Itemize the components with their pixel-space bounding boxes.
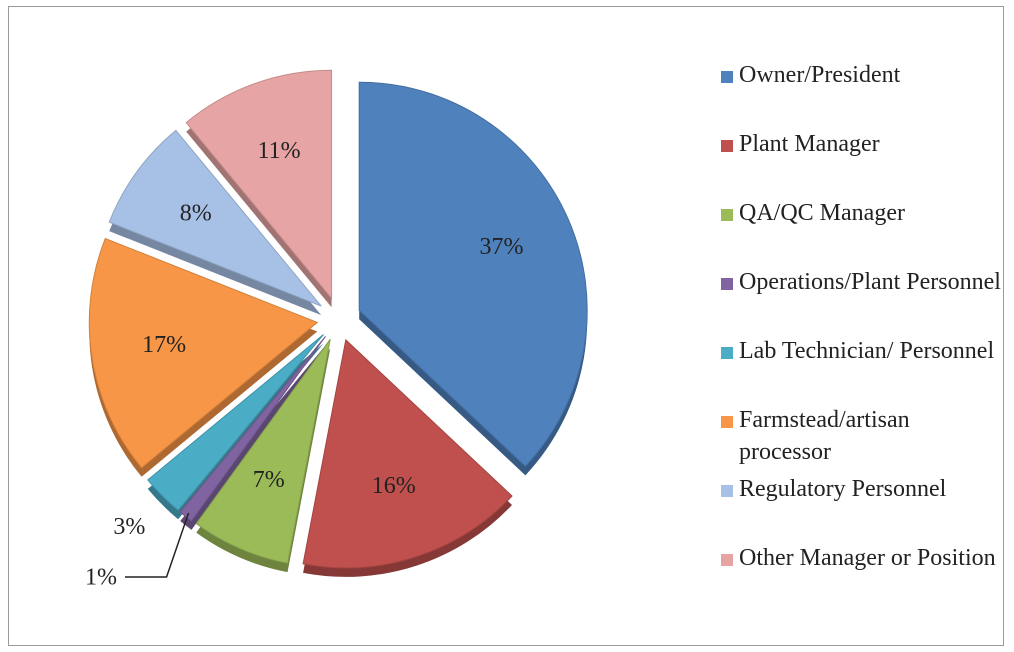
data-label: 1% bbox=[85, 565, 117, 591]
legend-swatch bbox=[721, 278, 733, 290]
legend-item: Plant Manager bbox=[715, 128, 1005, 197]
leader-line bbox=[125, 512, 190, 578]
legend-swatch bbox=[721, 416, 733, 428]
data-label: 3% bbox=[113, 514, 145, 540]
legend-item: Lab Technician/ Personnel bbox=[715, 335, 1005, 404]
legend-swatch bbox=[721, 209, 733, 221]
legend-label: Plant Manager bbox=[739, 131, 880, 157]
legend: Owner/President Plant Manager QA/QC Manage… bbox=[715, 59, 1005, 611]
legend-label: Lab Technician/ Personnel bbox=[739, 338, 995, 364]
slice bbox=[147, 334, 324, 511]
slice bbox=[88, 237, 319, 469]
chart-frame: 37% 16% 7% 1% 3% 17% 8% 11% Owner/President Plan… bbox=[8, 6, 1004, 646]
legend-swatch bbox=[721, 485, 733, 497]
slice bbox=[302, 338, 513, 569]
slice bbox=[195, 338, 331, 564]
data-label: 7% bbox=[253, 467, 285, 493]
legend-item: Operations/Plant Personnel bbox=[715, 266, 1005, 335]
legend-item: Other Manager or Position bbox=[715, 542, 1005, 611]
legend-label: Farmstead/artisan processor bbox=[739, 407, 910, 465]
legend-item: Farmstead/artisan processor bbox=[715, 404, 1005, 473]
chart: 37% 16% 7% 1% 3% 17% 8% 11% bbox=[85, 69, 588, 591]
slice bbox=[185, 69, 333, 300]
legend-label: Operations/Plant Personnel bbox=[739, 269, 1001, 295]
data-label: 17% bbox=[142, 332, 186, 358]
data-label: 16% bbox=[372, 473, 416, 499]
legend-label: Owner/President bbox=[739, 62, 901, 88]
slice bbox=[108, 129, 322, 307]
legend-label: QA/QC Manager bbox=[739, 200, 905, 226]
data-label: 11% bbox=[257, 138, 300, 164]
legend-item: QA/QC Manager bbox=[715, 197, 1005, 266]
legend-swatch bbox=[721, 347, 733, 359]
legend-swatch bbox=[721, 71, 733, 83]
legend-swatch bbox=[721, 140, 733, 152]
legend-item: Regulatory Personnel bbox=[715, 473, 1005, 542]
legend-label: Regulatory Personnel bbox=[739, 476, 947, 502]
slice bbox=[358, 81, 588, 468]
slice bbox=[179, 336, 326, 522]
legend-label: Other Manager or Position bbox=[739, 545, 996, 571]
legend-swatch bbox=[721, 554, 733, 566]
legend-item: Owner/President bbox=[715, 59, 1005, 128]
data-label: 8% bbox=[180, 200, 212, 226]
data-label: 37% bbox=[479, 234, 523, 260]
